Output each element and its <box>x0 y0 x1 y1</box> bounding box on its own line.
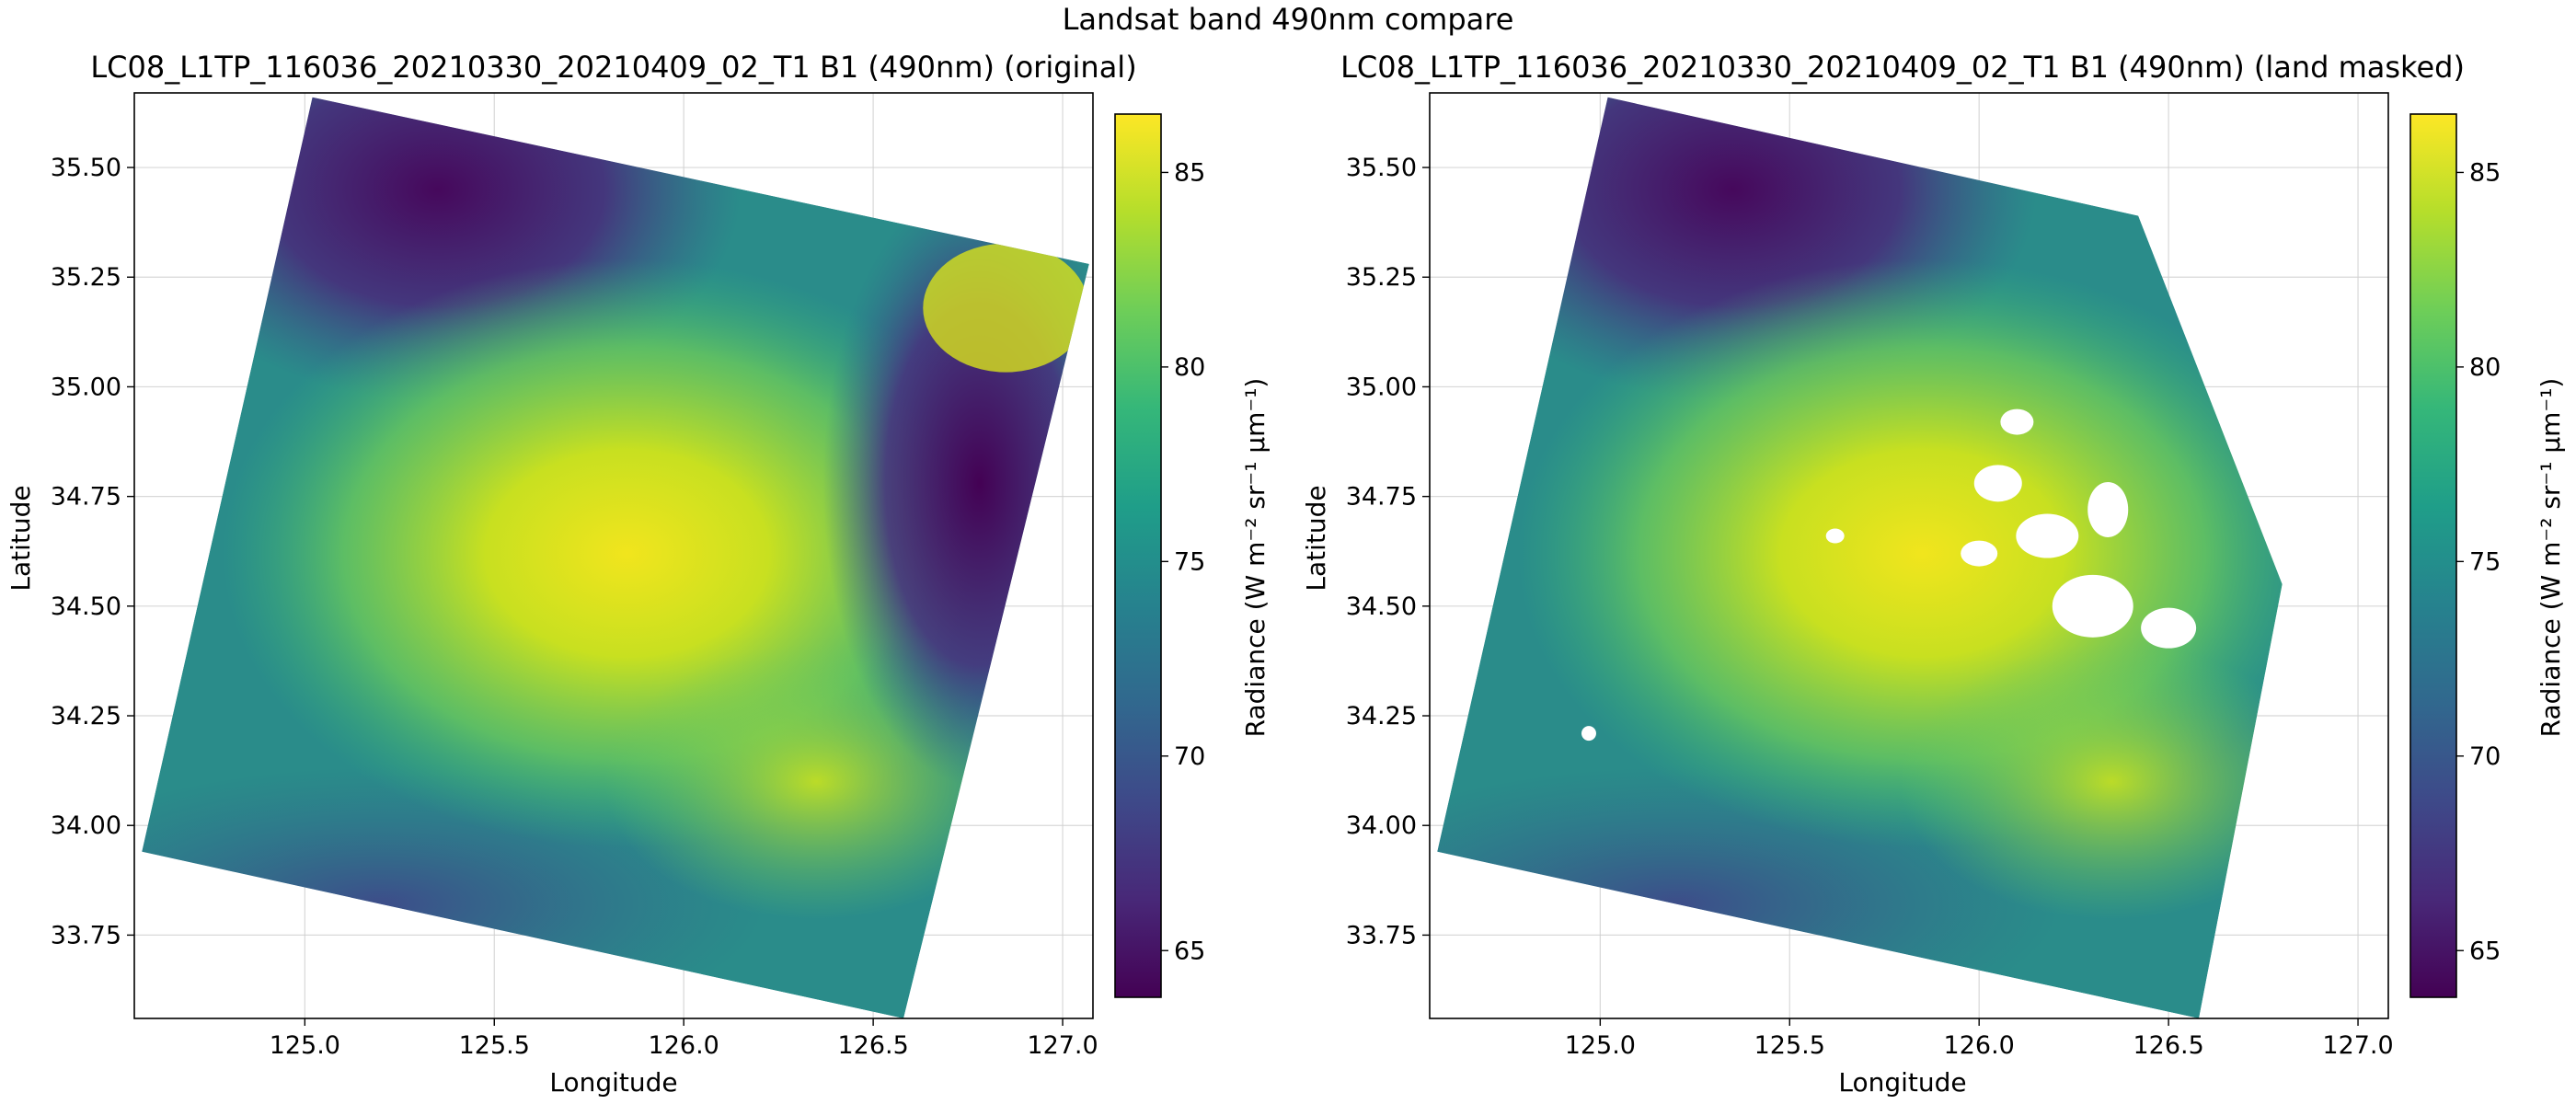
y-tick-label: 34.75 <box>1346 483 1417 512</box>
colorbar-tick-label: 65 <box>1174 937 1205 965</box>
x-axis-label-original: Longitude <box>549 1067 677 1098</box>
scene-image-land-masked <box>1437 97 2283 1019</box>
y-tick-label: 35.50 <box>51 154 121 182</box>
bright-se-plume <box>1900 643 2283 920</box>
x-ticks-original: 125.0 125.5 126.0 126.5 127.0 <box>270 1018 1098 1060</box>
y-tick-label: 35.25 <box>1346 263 1417 292</box>
land-mask-hole <box>2000 408 2034 435</box>
scene-image-original <box>142 97 1089 1019</box>
colorbar-original: 65 70 75 80 85 <box>1114 113 1205 998</box>
colorbar-gradient <box>1114 113 1162 998</box>
x-tick-label: 126.0 <box>1944 1031 2015 1060</box>
x-tick-label: 127.0 <box>1027 1031 1098 1060</box>
colorbar-tick-label: 80 <box>1174 353 1205 382</box>
y-tick-label: 34.25 <box>1346 702 1417 730</box>
land-mask-hole <box>2141 607 2197 649</box>
y-tick-label: 34.00 <box>51 811 121 840</box>
x-tick-label: 126.5 <box>2133 1031 2203 1060</box>
land-mask-hole <box>1973 465 2022 502</box>
y-ticks-original: 33.75 34.00 34.25 34.50 34.75 35.00 35.25 35.50 <box>51 154 134 949</box>
y-tick-label: 35.25 <box>51 263 121 292</box>
land-mask-hole <box>1825 528 1845 544</box>
plot-frame-original <box>133 92 1094 1019</box>
bright-land-patch <box>923 243 1089 373</box>
colorbar-tick-label: 85 <box>2469 158 2501 187</box>
y-axis-label-land-masked: Latitude <box>1301 485 1331 591</box>
colorbar-label-land-masked: Radiance (W m⁻² sr⁻¹ μm⁻¹) <box>2536 378 2566 738</box>
y-tick-label: 35.00 <box>51 373 121 401</box>
x-tick-label: 125.0 <box>1565 1031 1636 1060</box>
colorbar-tick-label: 85 <box>1174 158 1205 187</box>
x-axis-label-land-masked: Longitude <box>1838 1067 1966 1098</box>
y-axis-label-original: Latitude <box>6 485 36 591</box>
land-mask-hole <box>2087 481 2129 537</box>
y-tick-label: 34.25 <box>51 702 121 730</box>
land-mask-hole <box>1581 726 1596 742</box>
x-tick-label: 125.5 <box>1754 1031 1825 1060</box>
colorbar-tick-label: 70 <box>2469 742 2501 771</box>
panel-land-masked: LC08_L1TP_116036_20210330_20210409_02_T1… <box>1301 50 2566 1098</box>
colorbar-land-masked: 65 70 75 80 85 <box>2409 113 2501 998</box>
y-tick-label: 35.00 <box>1346 373 1417 401</box>
radiance-field-original <box>142 97 1089 1019</box>
x-ticks-land-masked: 125.0 125.5 126.0 126.5 127.0 <box>1565 1018 2394 1060</box>
land-mask-hole <box>1961 540 1998 567</box>
panel-title-land-masked: LC08_L1TP_116036_20210330_20210409_02_T1… <box>1340 50 2465 85</box>
colorbar-tick-label: 70 <box>1174 742 1205 771</box>
x-tick-label: 126.5 <box>837 1031 908 1060</box>
y-tick-label: 34.00 <box>1346 811 1417 840</box>
y-tick-label: 34.75 <box>51 483 121 512</box>
colorbar-gradient <box>2409 113 2457 998</box>
y-tick-label: 33.75 <box>1346 921 1417 949</box>
panel-title-original: LC08_L1TP_116036_20210330_20210409_02_T1… <box>90 50 1136 85</box>
y-tick-label: 35.50 <box>1346 154 1417 182</box>
colorbar-tick-label: 75 <box>2469 547 2501 576</box>
panel-original: LC08_L1TP_116036_20210330_20210409_02_T1… <box>6 50 1271 1098</box>
y-tick-label: 33.75 <box>51 921 121 949</box>
plot-frame-land-masked <box>1429 92 2389 1019</box>
x-tick-label: 126.0 <box>649 1031 719 1060</box>
y-tick-label: 34.50 <box>1346 592 1417 621</box>
colorbar-tick-label: 75 <box>1174 547 1205 576</box>
land-mask-hole <box>2016 513 2079 558</box>
x-tick-label: 125.5 <box>459 1031 530 1060</box>
land-mask-hole <box>2052 574 2133 638</box>
radiance-field-land-masked <box>1437 97 2283 1019</box>
x-tick-label: 125.0 <box>270 1031 340 1060</box>
figure-suptitle: Landsat band 490nm compare <box>1063 2 1514 37</box>
colorbar-tick-label: 80 <box>2469 353 2501 382</box>
y-ticks-land-masked: 33.75 34.00 34.25 34.50 34.75 35.00 35.25 35.50 <box>1346 154 1430 949</box>
x-tick-label: 127.0 <box>2322 1031 2393 1060</box>
y-tick-label: 34.50 <box>51 592 121 621</box>
colorbar-tick-label: 65 <box>2469 937 2501 965</box>
colorbar-label-original: Radiance (W m⁻² sr⁻¹ μm⁻¹) <box>1240 378 1271 738</box>
